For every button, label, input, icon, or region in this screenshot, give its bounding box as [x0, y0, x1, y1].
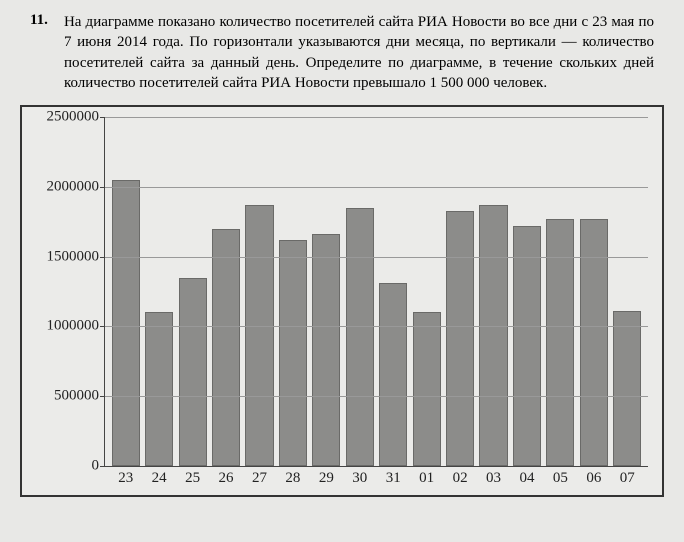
x-axis-label: 05 [553, 470, 568, 487]
gridline [105, 326, 648, 327]
bar-slot: 31 [377, 117, 410, 466]
bar [413, 312, 441, 466]
bar-slot: 02 [443, 117, 476, 466]
x-axis-label: 07 [620, 470, 635, 487]
bar [479, 205, 507, 466]
bar [212, 229, 240, 466]
bars-group: 23242526272829303101020304050607 [105, 117, 648, 466]
y-axis-label: 500000 [54, 388, 105, 405]
bar-slot: 25 [176, 117, 209, 466]
bar [245, 205, 273, 466]
bar-slot: 29 [310, 117, 343, 466]
bar [346, 208, 374, 466]
bar-slot: 04 [510, 117, 543, 466]
problem-statement: 11. На диаграмме показано количество пос… [0, 0, 684, 101]
x-axis-label: 02 [453, 470, 468, 487]
bar-chart: 23242526272829303101020304050607 0500000… [20, 105, 664, 497]
bar-slot: 07 [611, 117, 644, 466]
bar [446, 211, 474, 466]
bar-slot: 28 [276, 117, 309, 466]
x-axis-label: 04 [519, 470, 534, 487]
problem-number: 11. [30, 12, 48, 93]
bar [613, 311, 641, 466]
bar [513, 226, 541, 466]
bar-slot: 27 [243, 117, 276, 466]
bar [312, 234, 340, 466]
x-axis-label: 29 [319, 470, 334, 487]
x-axis-label: 26 [219, 470, 234, 487]
gridline [105, 257, 648, 258]
gridline [105, 396, 648, 397]
x-axis-label: 03 [486, 470, 501, 487]
x-axis-label: 24 [152, 470, 167, 487]
bar [112, 180, 140, 466]
x-axis-label: 27 [252, 470, 267, 487]
y-axis-label: 0 [92, 458, 106, 475]
x-axis-label: 01 [419, 470, 434, 487]
x-axis-label: 06 [586, 470, 601, 487]
gridline [105, 187, 648, 188]
bar-slot: 01 [410, 117, 443, 466]
x-axis-label: 28 [285, 470, 300, 487]
bar-slot: 30 [343, 117, 376, 466]
problem-body: На диаграмме показано количество посетит… [64, 12, 654, 93]
x-axis-label: 25 [185, 470, 200, 487]
chart-plot-area: 23242526272829303101020304050607 0500000… [104, 117, 648, 467]
x-axis-label: 23 [118, 470, 133, 487]
y-axis-label: 1000000 [47, 318, 106, 335]
bar-slot: 03 [477, 117, 510, 466]
x-axis-label: 31 [386, 470, 401, 487]
bar [279, 240, 307, 466]
bar [379, 283, 407, 466]
bar-slot: 06 [577, 117, 610, 466]
y-axis-label: 1500000 [47, 248, 106, 265]
bar-slot: 05 [544, 117, 577, 466]
gridline [105, 117, 648, 118]
y-axis-label: 2000000 [47, 178, 106, 195]
bar [145, 312, 173, 466]
y-axis-label: 2500000 [47, 109, 106, 126]
bar-slot: 26 [209, 117, 242, 466]
bar-slot: 24 [142, 117, 175, 466]
x-axis-label: 30 [352, 470, 367, 487]
bar [179, 278, 207, 466]
bar-slot: 23 [109, 117, 142, 466]
